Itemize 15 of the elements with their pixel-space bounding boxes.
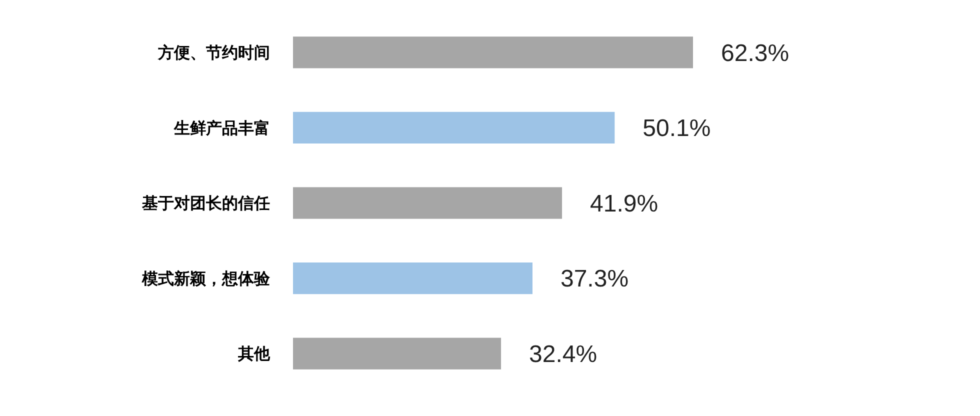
y-tick-label: 方便、节约时间	[157, 43, 270, 62]
bar	[293, 36, 693, 68]
data-label: 37.3%	[560, 266, 629, 293]
bar	[293, 262, 532, 294]
data-label: 32.4%	[529, 341, 598, 368]
bar	[293, 187, 562, 219]
y-tick-label: 模式新颖，想体验	[141, 268, 271, 288]
bar	[293, 338, 502, 370]
y-tick-label: 生鲜产品丰富	[173, 118, 270, 138]
y-tick-label: 其他	[237, 344, 271, 364]
data-label: 50.1%	[642, 115, 711, 142]
data-label: 62.3%	[721, 40, 790, 67]
bar	[293, 112, 615, 144]
y-tick-label: 基于对团长的信任	[141, 194, 270, 213]
data-label: 41.9%	[590, 190, 658, 218]
